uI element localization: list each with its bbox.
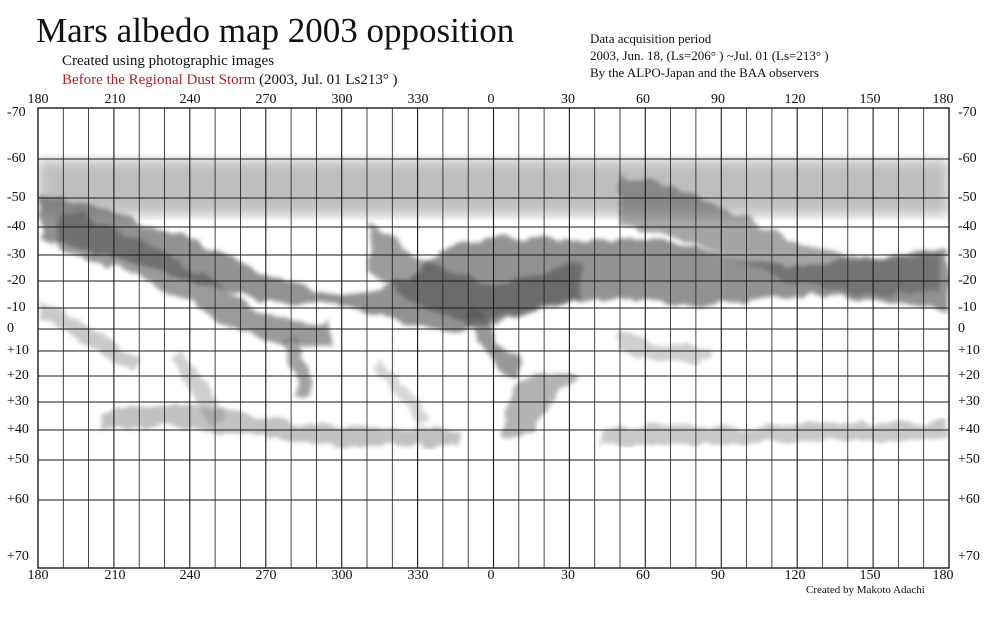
longitude-tick-label: 240 <box>179 568 201 583</box>
latitude-tick-label: -40 <box>7 219 26 234</box>
coordinate-grid <box>37 107 950 569</box>
longitude-tick-label: 210 <box>104 92 126 107</box>
latitude-tick-label: +60 <box>7 492 29 507</box>
longitude-tick-label: 120 <box>784 92 806 107</box>
latitude-tick-label: -20 <box>958 273 977 288</box>
longitude-tick-label: 90 <box>711 568 725 583</box>
latitude-tick-label: +10 <box>7 343 29 358</box>
longitude-tick-label: 150 <box>859 92 881 107</box>
acquisition-period-dates: 2003, Jun. 18, (Ls=206° ) ~Jul. 01 (Ls=2… <box>590 48 829 63</box>
latitude-tick-label: -60 <box>958 151 977 166</box>
longitude-tick-label: 90 <box>711 92 725 107</box>
longitude-tick-label: 150 <box>859 568 881 583</box>
longitude-tick-label: 330 <box>407 92 429 107</box>
longitude-tick-label: 0 <box>487 568 495 583</box>
latitude-tick-label: -50 <box>7 190 26 205</box>
longitude-tick-label: 270 <box>255 568 277 583</box>
latitude-tick-label: +50 <box>958 452 980 467</box>
latitude-tick-label: -30 <box>958 247 977 262</box>
latitude-tick-label: -60 <box>7 151 26 166</box>
longitude-tick-label: 30 <box>561 92 575 107</box>
longitude-tick-label: 300 <box>331 92 353 107</box>
longitude-tick-label: 60 <box>636 92 650 107</box>
longitude-tick-label: 240 <box>179 92 201 107</box>
latitude-tick-label: +20 <box>7 368 29 383</box>
longitude-tick-label: 180 <box>932 92 954 107</box>
latitude-tick-label: -10 <box>958 300 977 315</box>
latitude-tick-label: +70 <box>7 549 29 564</box>
map-subtitle: Created using photographic images <box>62 53 275 69</box>
latitude-tick-label: +40 <box>958 422 980 437</box>
longitude-tick-label: 60 <box>636 568 650 583</box>
author-credit: Created by Makoto Adachi <box>806 584 925 596</box>
latitude-tick-label: +30 <box>958 394 980 409</box>
latitude-tick-label: +50 <box>7 452 29 467</box>
longitude-tick-label: 330 <box>407 568 429 583</box>
latitude-tick-label: -50 <box>958 190 977 205</box>
storm-label: Before the Regional Dust Storm <box>62 72 256 88</box>
acquisition-info: Data acquisition period 2003, Jun. 18, (… <box>590 30 829 81</box>
latitude-tick-label: -20 <box>7 273 26 288</box>
longitude-tick-label: 30 <box>561 568 575 583</box>
storm-note: Before the Regional Dust Storm (2003, Ju… <box>62 71 398 89</box>
latitude-tick-label: -30 <box>7 247 26 262</box>
map-title: Mars albedo map 2003 opposition <box>36 11 515 50</box>
latitude-tick-label: +10 <box>958 343 980 358</box>
latitude-tick-label: 0 <box>7 321 14 336</box>
latitude-tick-label: 0 <box>958 321 965 336</box>
longitude-tick-label: 210 <box>104 568 126 583</box>
latitude-tick-label: -70 <box>958 105 977 120</box>
longitude-tick-label: 270 <box>255 92 277 107</box>
latitude-tick-label: +30 <box>7 394 29 409</box>
latitude-tick-label: +60 <box>958 492 980 507</box>
longitude-tick-label: 120 <box>784 568 806 583</box>
latitude-tick-label: +70 <box>958 549 980 564</box>
longitude-tick-label: 180 <box>27 568 49 583</box>
longitude-tick-label: 180 <box>27 92 49 107</box>
latitude-tick-label: -10 <box>7 300 26 315</box>
observers-line: By the ALPO-Japan and the BAA observers <box>590 65 819 80</box>
longitude-tick-label: 300 <box>331 568 353 583</box>
acquisition-period-label: Data acquisition period <box>590 31 712 46</box>
longitude-tick-label: 0 <box>487 92 495 107</box>
latitude-tick-label: -70 <box>7 105 26 120</box>
latitude-tick-label: -40 <box>958 219 977 234</box>
latitude-tick-label: +40 <box>7 422 29 437</box>
longitude-tick-label: 180 <box>932 568 954 583</box>
storm-date: (2003, Jul. 01 Ls213° ) <box>259 72 398 88</box>
latitude-tick-label: +20 <box>958 368 980 383</box>
